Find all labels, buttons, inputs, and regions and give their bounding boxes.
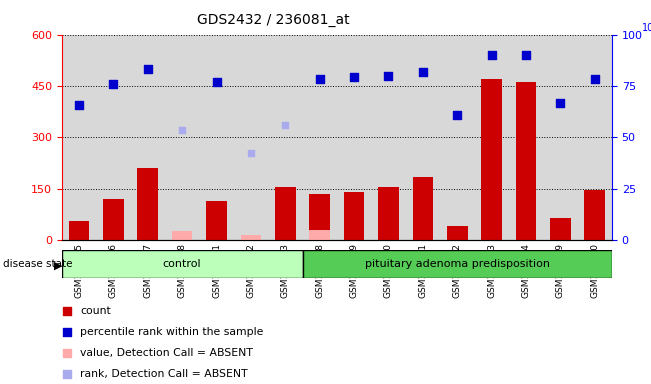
Point (212, 79, 222, 86)
Bar (103, 199, 124, 240)
Text: value, Detection Call = ABSENT: value, Detection Call = ABSENT (80, 348, 253, 358)
Text: disease state: disease state (3, 259, 73, 269)
Bar (206, 200, 227, 240)
Point (177, 127, 187, 134)
Point (486, 52, 497, 58)
Text: pituitary adenoma predisposition: pituitary adenoma predisposition (365, 259, 549, 269)
Bar (309, 194, 330, 240)
Bar (516, 83, 536, 240)
Point (62, 308, 72, 314)
Point (349, 74, 359, 80)
Point (521, 52, 531, 58)
Bar (585, 190, 605, 240)
Text: 100%: 100% (642, 23, 651, 33)
Bar (275, 187, 296, 240)
Point (62, 350, 72, 356)
Point (62, 371, 72, 377)
Bar (69, 221, 89, 240)
Bar (344, 192, 365, 240)
Text: count: count (80, 306, 111, 316)
Text: ▶: ▶ (54, 260, 62, 270)
Point (555, 100, 566, 106)
Text: rank, Detection Call = ABSENT: rank, Detection Call = ABSENT (80, 369, 248, 379)
Point (590, 76, 600, 82)
Bar (172, 232, 193, 240)
Text: percentile rank within the sample: percentile rank within the sample (80, 327, 264, 337)
Point (280, 122, 290, 128)
Bar (550, 218, 571, 240)
Bar (303, 250, 612, 278)
Bar (137, 168, 158, 240)
Point (143, 66, 153, 72)
Bar (62, 250, 303, 278)
Point (314, 76, 325, 82)
Text: control: control (163, 259, 202, 269)
Bar (241, 235, 261, 240)
Point (108, 81, 118, 87)
Bar (309, 230, 330, 240)
Point (418, 69, 428, 75)
Text: GDS2432 / 236081_at: GDS2432 / 236081_at (197, 13, 350, 27)
Point (245, 150, 256, 156)
Bar (481, 79, 502, 240)
Point (74, 102, 84, 108)
Point (383, 73, 394, 79)
Bar (447, 226, 467, 240)
Point (62, 329, 72, 335)
Point (452, 112, 462, 118)
Bar (378, 187, 399, 240)
Bar (413, 177, 433, 240)
